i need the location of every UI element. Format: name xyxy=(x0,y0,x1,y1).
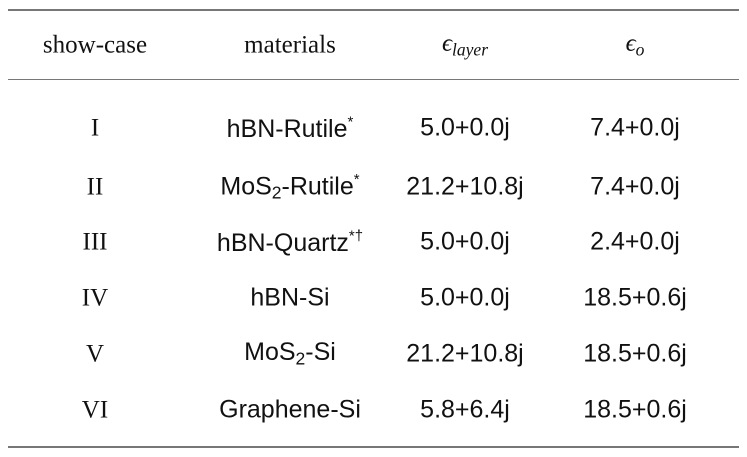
eps-o-cell: 2.4+0.0j xyxy=(590,227,680,256)
eps-layer-cell: 5.0+0.0j xyxy=(420,227,510,256)
material-cell: hBN-Si xyxy=(250,283,330,312)
eps-layer-cell: 21.2+10.8j xyxy=(406,339,524,368)
subscript: layer xyxy=(452,39,489,60)
eps-o-cell: 7.4+0.0j xyxy=(590,113,680,142)
symbol: ϵ xyxy=(625,30,636,58)
case-cell: IV xyxy=(81,284,109,312)
material-note: *† xyxy=(348,227,364,245)
header-cell: ϵlayer xyxy=(442,31,488,59)
case-cell: III xyxy=(82,228,108,256)
material-cell: MoS2-Si xyxy=(244,340,336,368)
material-name: MoS xyxy=(244,338,296,367)
header-cell: ϵo xyxy=(626,31,645,59)
top-rule xyxy=(8,9,739,11)
material-name: hBN-Si xyxy=(250,283,330,312)
header-cell: show-case xyxy=(42,31,148,59)
case-cell: VI xyxy=(81,396,109,424)
subscript: o xyxy=(635,39,645,60)
material-name: Graphene-Si xyxy=(219,395,361,424)
material-name: hBN-Rutile xyxy=(226,114,348,143)
eps-layer-cell: 5.8+6.4j xyxy=(420,395,510,424)
material-subscript: 2 xyxy=(271,182,282,203)
material-rest: -Rutile xyxy=(281,172,354,201)
header-cell: materials xyxy=(244,31,336,59)
material-note: * xyxy=(353,170,360,188)
material-cell: MoS2-Rutile* xyxy=(220,172,359,202)
eps-layer-cell: 21.2+10.8j xyxy=(406,172,524,201)
material-cell: hBN-Quartz*† xyxy=(217,228,363,256)
material-name: hBN-Quartz xyxy=(216,228,349,257)
material-note: * xyxy=(347,113,354,131)
eps-o-cell: 18.5+0.6j xyxy=(583,283,687,312)
bottom-rule xyxy=(8,446,739,448)
eps-o-cell: 18.5+0.6j xyxy=(583,395,687,424)
material-rest: -Si xyxy=(305,338,336,367)
case-cell: II xyxy=(86,173,104,201)
case-cell: V xyxy=(85,340,105,368)
material-subscript: 2 xyxy=(295,348,306,369)
material-cell: hBN-Rutile* xyxy=(227,114,354,142)
eps-o-cell: 7.4+0.0j xyxy=(590,172,680,201)
symbol: ϵ xyxy=(441,30,453,58)
mid-rule xyxy=(8,79,739,80)
material-cell: Graphene-Si xyxy=(219,395,361,424)
eps-layer-cell: 5.0+0.0j xyxy=(420,283,510,312)
eps-layer-cell: 5.0+0.0j xyxy=(420,113,510,142)
material-name: MoS xyxy=(220,172,272,201)
case-cell: I xyxy=(90,114,100,142)
eps-o-cell: 18.5+0.6j xyxy=(583,339,687,368)
